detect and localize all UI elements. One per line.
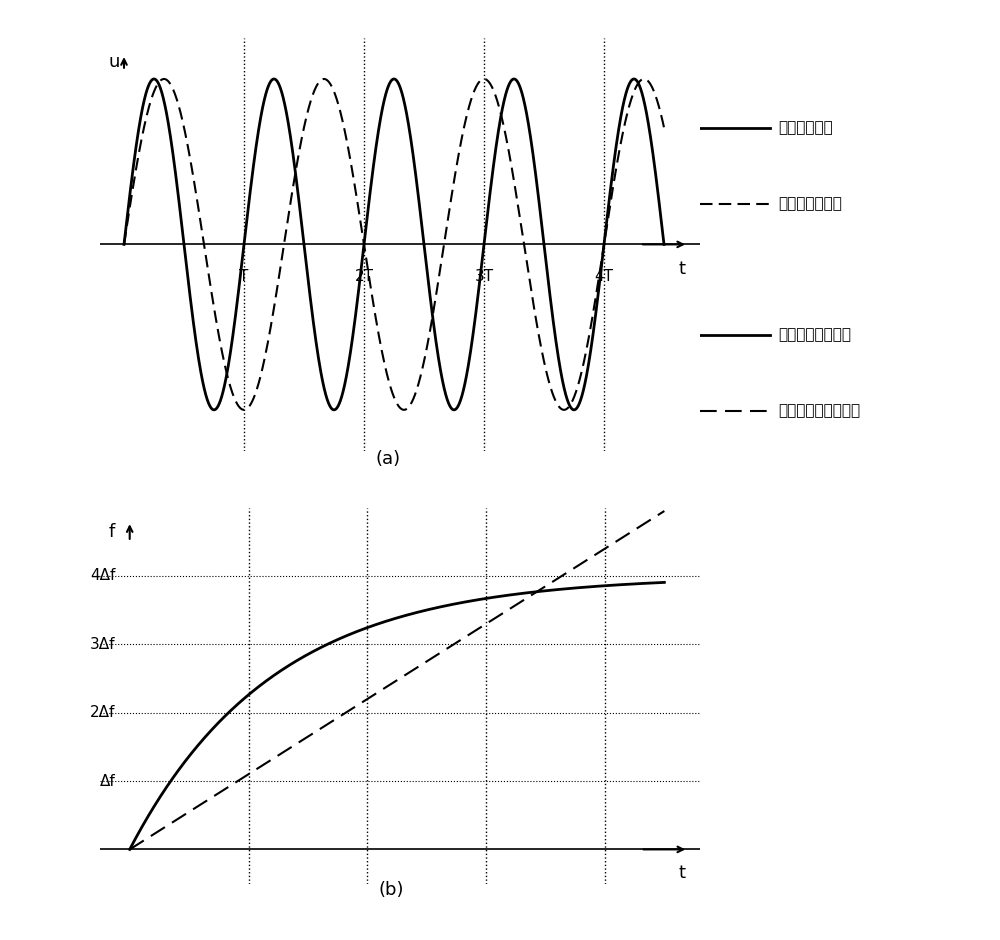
Text: 实际拍频信号: 实际拍频信号 [778, 120, 833, 135]
Text: 2T: 2T [354, 269, 374, 284]
Text: u: u [109, 54, 120, 71]
Text: T: T [239, 269, 249, 284]
Text: f: f [109, 523, 115, 540]
Text: t: t [679, 865, 686, 883]
Text: 4T: 4T [594, 269, 614, 284]
Text: 2Δf: 2Δf [90, 705, 115, 720]
Text: 3Δf: 3Δf [90, 636, 115, 651]
Text: (b): (b) [378, 882, 404, 900]
Text: 修正后拍频信号: 修正后拍频信号 [778, 196, 842, 212]
Text: 3T: 3T [474, 269, 494, 284]
Text: 修正后扫描光源信号: 修正后扫描光源信号 [778, 403, 861, 418]
Text: t: t [678, 260, 686, 278]
Text: 实际扫描光源信号: 实际扫描光源信号 [778, 327, 851, 342]
Text: 4Δf: 4Δf [90, 569, 115, 584]
Text: (a): (a) [375, 450, 401, 468]
Text: Δf: Δf [100, 774, 115, 789]
